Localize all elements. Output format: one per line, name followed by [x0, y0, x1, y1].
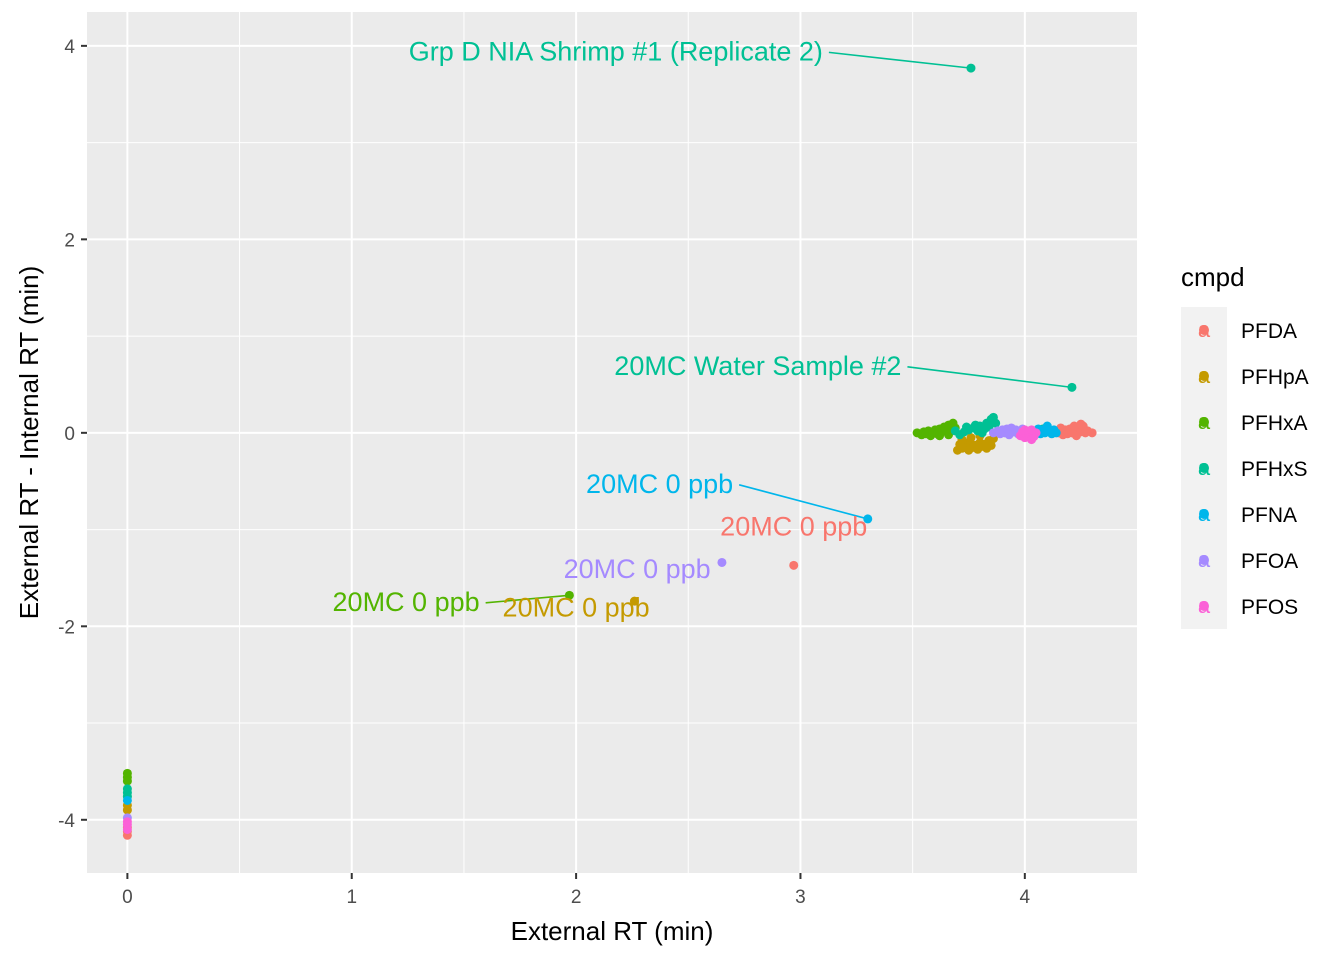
data-point-pfhxs	[970, 420, 980, 430]
data-point-pfhxs	[1067, 382, 1077, 392]
data-point-pfos	[1020, 425, 1030, 435]
legend-key-glyph: a	[1198, 409, 1211, 434]
legend-title: cmpd	[1181, 262, 1245, 292]
data-point-pfna	[1051, 428, 1061, 438]
legend-label-pfhxa: PFHxA	[1241, 412, 1308, 435]
axis-ticks: 0 1 2 3 4 -4 -2 0 2 4	[58, 37, 1030, 908]
data-points	[122, 63, 1097, 840]
point-annotation-label: 20MC 0 ppb	[333, 587, 480, 617]
legend-key-point	[1199, 509, 1209, 519]
y-tick-label: -2	[58, 617, 75, 638]
data-point-pfhxs	[991, 418, 1001, 428]
x-tick-label: 1	[346, 887, 357, 908]
point-annotation-label: 20MC 0 ppb	[564, 554, 711, 584]
y-tick-label: 4	[64, 37, 75, 58]
legend-key-point	[1199, 555, 1209, 565]
legend-key-glyph: a	[1198, 317, 1211, 342]
legend-key-glyph: a	[1198, 547, 1211, 572]
legend-key-point	[1199, 371, 1209, 381]
data-point-pfhxa	[944, 430, 954, 440]
point-annotations: Grp D NIA Shrimp #1 (Replicate 2) 20MC Wa…	[333, 36, 902, 622]
legend-key-point	[1199, 463, 1209, 473]
legend-key-point	[1199, 601, 1209, 611]
grid-lines	[87, 12, 1137, 873]
data-point-pfhxs	[966, 63, 976, 73]
x-tick-label: 4	[1020, 887, 1031, 908]
annotation-connectors	[485, 51, 1073, 604]
legend-label-pfoa: PFOA	[1241, 550, 1298, 573]
point-annotation-label: 20MC 0 ppb	[586, 469, 733, 499]
point-annotation-label: Grp D NIA Shrimp #1 (Replicate 2)	[409, 36, 823, 66]
x-tick-label: 0	[122, 887, 133, 908]
y-axis-title: External RT - Internal RT (min)	[14, 266, 44, 620]
legend-key-glyph: a	[1198, 501, 1211, 526]
legend-key-glyph: a	[1198, 363, 1211, 388]
legend-label-pfhxs: PFHxS	[1241, 458, 1308, 481]
y-tick-label: -4	[58, 811, 75, 832]
legend-label-pfhpa: PFHpA	[1241, 366, 1309, 389]
data-point-pfhpa	[986, 440, 996, 450]
point-annotation-label: 20MC 0 ppb	[720, 511, 867, 541]
data-point-pfhxa	[122, 776, 132, 786]
x-axis-title: External RT (min)	[511, 916, 714, 946]
data-point-pfhxs	[961, 422, 971, 432]
data-point-pfhpa	[629, 596, 639, 606]
y-tick-label: 0	[64, 424, 75, 445]
annotation-connector	[907, 365, 1073, 389]
data-point-pfna	[863, 514, 873, 524]
legend-label-pfna: PFNA	[1241, 504, 1297, 527]
data-point-pfna	[1042, 421, 1052, 431]
data-point-pfhxs	[950, 426, 960, 436]
data-point-pfhxa	[935, 431, 945, 441]
x-tick-label: 3	[795, 887, 806, 908]
x-tick-label: 2	[571, 887, 582, 908]
data-point-pfhpa	[966, 433, 976, 443]
annotation-connector	[828, 51, 972, 69]
legend-label-pfda: PFDA	[1241, 320, 1297, 343]
data-point-pfos	[122, 824, 132, 834]
data-point-pfda	[1076, 419, 1086, 429]
data-point-pfna	[122, 795, 132, 805]
legend-key-point	[1199, 325, 1209, 335]
data-point-pfoa	[1004, 430, 1014, 440]
data-point-pfda	[1087, 428, 1097, 438]
point-annotation-label: 20MC 0 ppb	[503, 593, 650, 623]
point-annotation-label: 20MC Water Sample #2	[614, 351, 901, 381]
annotation-connector	[485, 594, 570, 604]
legend-key-glyph: a	[1198, 455, 1211, 480]
data-point-pfhxs	[977, 428, 987, 438]
data-point-pfda	[789, 560, 799, 570]
legend-key-glyph: a	[1198, 593, 1211, 618]
legend: cmpd a PFDA a PFHpA a PFHxA a PFHxS a PFNA a PFOA a P…	[1181, 262, 1309, 629]
data-point-pfos	[1027, 425, 1037, 435]
legend-key-point	[1199, 417, 1209, 427]
data-point-pfhxa	[564, 590, 574, 600]
legend-label-pfos: PFOS	[1241, 596, 1298, 619]
annotation-connector	[738, 484, 868, 520]
y-tick-label: 2	[64, 230, 75, 251]
data-point-pfoa	[717, 557, 727, 567]
